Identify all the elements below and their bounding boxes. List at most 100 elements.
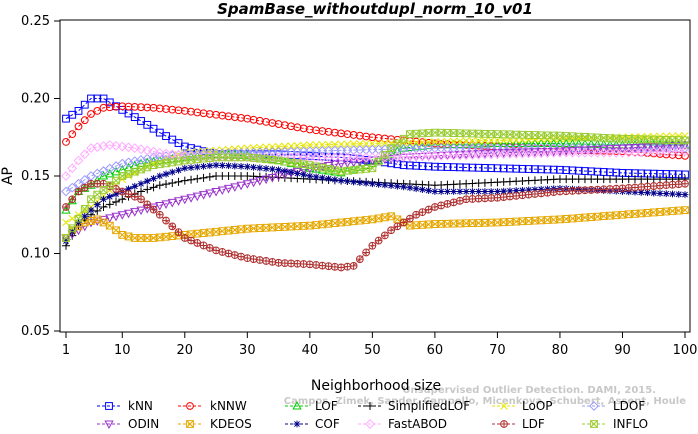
data-point-ldf bbox=[474, 194, 483, 203]
data-point-odin bbox=[361, 157, 371, 167]
data-point-loop bbox=[374, 139, 383, 148]
data-point-inflo bbox=[362, 164, 371, 173]
data-point-fastabod bbox=[79, 149, 90, 160]
data-point-knn bbox=[587, 167, 596, 176]
data-point-knn bbox=[524, 165, 533, 173]
data-point-fastabod bbox=[142, 145, 153, 156]
data-point-kdeos bbox=[368, 215, 377, 224]
data-point-knn bbox=[512, 164, 521, 173]
data-point-cof bbox=[275, 166, 282, 174]
data-point-cof bbox=[125, 185, 132, 193]
data-point-loop bbox=[68, 214, 77, 223]
data-point-knnw bbox=[62, 138, 70, 146]
data-point-knnw bbox=[99, 103, 108, 112]
legend-label-lof: LOF bbox=[315, 399, 338, 413]
data-point-cof bbox=[306, 172, 314, 180]
data-point-cof bbox=[375, 180, 383, 188]
data-point-knn bbox=[437, 162, 446, 171]
data-point-ldf bbox=[587, 186, 596, 194]
data-point-lof bbox=[542, 138, 553, 147]
data-point-kdeos bbox=[318, 220, 327, 229]
data-point-inflo bbox=[337, 167, 346, 176]
data-point-cof bbox=[506, 187, 514, 195]
data-point-loop bbox=[437, 137, 445, 146]
data-point-cof bbox=[231, 162, 239, 170]
legend-label-loop: LoOP bbox=[522, 399, 553, 413]
data-point-odin bbox=[605, 145, 615, 154]
data-point-ldf bbox=[237, 252, 245, 261]
plot-frame bbox=[59, 19, 691, 333]
data-point-odin bbox=[298, 166, 309, 175]
data-point-cof bbox=[337, 177, 345, 185]
data-point-knn bbox=[531, 165, 539, 174]
data-point-odin bbox=[123, 209, 134, 219]
legend-marker-simplifiedlof bbox=[366, 402, 374, 410]
data-point-loop bbox=[493, 136, 502, 145]
data-point-odin bbox=[236, 181, 246, 191]
legend-marker-ldf bbox=[500, 420, 508, 428]
data-point-inflo bbox=[62, 234, 70, 242]
watermark-line-2: Campos, Zimek, Sander, Campello, Micenko… bbox=[284, 396, 686, 407]
data-point-cof bbox=[637, 189, 645, 196]
data-point-cof bbox=[444, 188, 451, 195]
data-point-knn bbox=[424, 162, 433, 171]
data-point-lof bbox=[367, 158, 378, 168]
data-point-inflo bbox=[349, 166, 358, 175]
data-point-kdeos bbox=[105, 221, 114, 230]
data-point-fastabod bbox=[123, 142, 134, 153]
data-point-ldf bbox=[80, 183, 89, 192]
data-point-fastabod bbox=[129, 143, 140, 154]
data-point-knn bbox=[412, 161, 421, 170]
data-point-knnw bbox=[105, 103, 114, 112]
data-point-ldf bbox=[637, 183, 646, 191]
data-point-knn bbox=[449, 163, 458, 172]
legend-label-odin: ODIN bbox=[128, 417, 159, 431]
x-tick-label: 60 bbox=[427, 343, 444, 358]
data-point-cof bbox=[656, 189, 664, 197]
data-point-ldf bbox=[556, 187, 564, 196]
x-tick-label: 1 bbox=[62, 343, 70, 358]
y-axis-label: AP bbox=[0, 167, 16, 185]
data-point-cof bbox=[331, 176, 339, 184]
data-point-kdeos bbox=[80, 218, 89, 227]
data-point-loop bbox=[481, 136, 489, 145]
data-point-cof bbox=[519, 186, 526, 194]
data-point-cof bbox=[531, 186, 539, 194]
data-point-odin bbox=[155, 201, 165, 211]
data-point-inflo bbox=[374, 157, 383, 166]
data-point-kdeos bbox=[212, 227, 220, 236]
y-tick-label: 0.10 bbox=[21, 247, 50, 262]
data-point-ldf bbox=[299, 260, 308, 268]
data-point-knn bbox=[468, 163, 477, 172]
series-fastabod bbox=[61, 140, 690, 181]
data-point-kdeos bbox=[380, 213, 389, 222]
data-point-loop bbox=[274, 142, 283, 151]
data-point-cof bbox=[412, 185, 420, 193]
data-point-knnw bbox=[174, 106, 183, 115]
legend-label-fastabod: FastABOD bbox=[388, 417, 447, 431]
data-point-ldf bbox=[643, 182, 652, 191]
legend-entry-simplifiedlof: SimplifiedLOF bbox=[358, 399, 470, 413]
data-point-kdeos bbox=[343, 217, 352, 226]
x-tick-label: 50 bbox=[364, 343, 381, 358]
data-point-cof bbox=[675, 190, 683, 198]
data-point-loop bbox=[281, 142, 289, 150]
data-point-kdeos bbox=[387, 212, 396, 221]
data-point-ldf bbox=[443, 200, 452, 208]
data-point-ldf bbox=[243, 254, 252, 262]
data-point-inflo bbox=[355, 165, 364, 174]
data-point-cof bbox=[150, 175, 157, 182]
data-point-loop bbox=[474, 137, 483, 145]
data-point-cof bbox=[237, 162, 245, 170]
data-point-loop bbox=[418, 138, 427, 146]
data-point-odin bbox=[599, 145, 609, 155]
data-point-cof bbox=[106, 193, 114, 201]
data-point-cof bbox=[450, 188, 458, 195]
data-point-simplifiedlof bbox=[187, 175, 196, 184]
data-point-odin bbox=[248, 178, 259, 188]
data-point-odin bbox=[111, 212, 121, 222]
data-point-ldf bbox=[293, 259, 302, 268]
data-point-ldf bbox=[506, 192, 514, 201]
data-point-ldf bbox=[180, 234, 189, 242]
legend-marker-kdeos bbox=[186, 420, 194, 428]
